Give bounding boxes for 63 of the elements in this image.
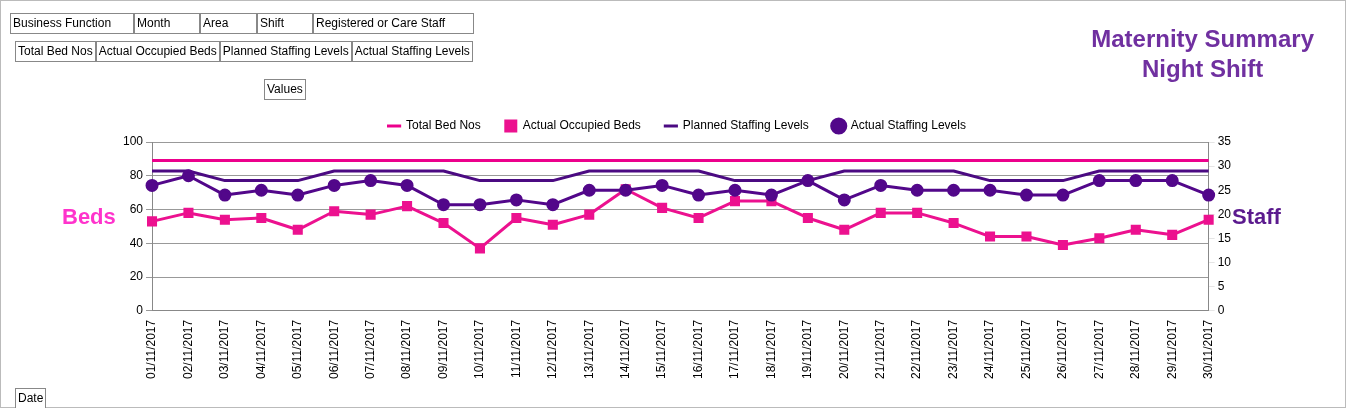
x-tick-label: 21/11/2017 [873,319,888,379]
text: Month [134,13,200,34]
y-tick-label: 20 [129,269,144,284]
x-tick-label: 01/11/2017 [144,319,159,379]
y2-axis-title: Staff [1232,204,1281,230]
y2-tick-label: 10 [1217,254,1232,269]
x-tick-label: 26/11/2017 [1055,319,1070,379]
x-tick-label: 28/11/2017 [1128,319,1143,379]
x-tick-label: 06/11/2017 [326,319,341,379]
text: Shift [257,13,313,34]
x-tick-label: 04/11/2017 [253,319,268,379]
text: Total Bed Nos [15,41,96,62]
x-tick-label: 09/11/2017 [435,319,450,379]
text: Business Function [10,13,134,34]
y-tick-label: 0 [136,303,144,318]
x-tick-label: 20/11/2017 [836,319,851,379]
y2-tick-label: 25 [1217,182,1232,197]
x-tick-label: 25/11/2017 [1018,319,1033,379]
text: Registered or Care Staff [313,13,474,34]
x-tick-label: 16/11/2017 [690,319,705,379]
y-tick-label: 40 [129,235,144,250]
text: Values [264,79,306,100]
text: Area [200,13,257,34]
y2-tick-label: 15 [1217,230,1232,245]
x-tick-label: 18/11/2017 [763,319,778,379]
text: Planned Staffing Levels [219,41,352,62]
chart-title: Maternity Summary [1091,24,1314,54]
x-tick-label: 08/11/2017 [399,319,414,379]
x-tick-label: 19/11/2017 [800,319,815,379]
y-tick-label: 60 [129,201,144,216]
x-tick-label: 30/11/2017 [1200,319,1215,379]
y-tick-label: 100 [122,134,144,149]
x-tick-label: 15/11/2017 [654,319,669,379]
x-tick-label: 29/11/2017 [1164,319,1179,379]
y-tick-label: 80 [129,168,144,183]
x-tick-label: 14/11/2017 [618,319,632,379]
legend-label: Actual Occupied Beds [522,118,641,133]
y2-tick-label: 30 [1217,158,1232,173]
x-tick-label: 13/11/2017 [581,319,596,379]
x-tick-label: 10/11/2017 [472,319,487,379]
x-tick-label: 23/11/2017 [945,319,960,379]
x-tick-label: 03/11/2017 [217,319,232,379]
x-tick-label: 11/11/2017 [508,319,523,379]
text: Date [15,388,47,408]
legend-label: Actual Staffing Levels [850,118,966,133]
x-tick-label: 05/11/2017 [290,319,305,379]
x-tick-label: 02/11/2017 [180,319,195,379]
y2-tick-label: 35 [1217,134,1232,149]
legend-label: Planned Staffing Levels [682,118,809,133]
y-axis-title: Beds [62,204,116,230]
x-tick-label: 27/11/2017 [1091,319,1106,379]
text: Actual Occupied Beds [95,41,220,62]
text: Actual Staffing Levels [351,41,473,62]
x-tick-label: 17/11/2017 [727,319,742,379]
chart-subtitle: Night Shift [1140,54,1265,84]
y2-tick-label: 0 [1217,303,1225,318]
x-tick-label: 12/11/2017 [545,319,560,379]
x-tick-label: 07/11/2017 [362,319,377,379]
x-tick-label: 24/11/2017 [982,319,997,379]
y2-tick-label: 20 [1217,206,1232,221]
y2-tick-label: 5 [1217,279,1225,294]
legend-label: Total Bed Nos [406,118,481,133]
x-tick-label: 22/11/2017 [909,319,924,379]
